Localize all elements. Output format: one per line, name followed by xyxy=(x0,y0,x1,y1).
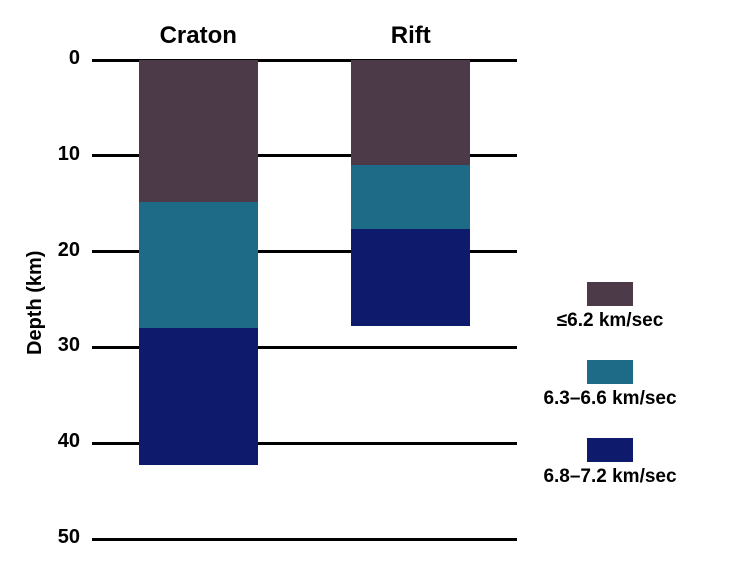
y-axis-label: Depth (km) xyxy=(24,250,47,354)
legend-label: ≤6.2 km/sec xyxy=(520,310,700,332)
legend-swatch xyxy=(587,360,633,384)
legend-swatch xyxy=(587,282,633,306)
bar-segment xyxy=(139,60,258,202)
bar-segment xyxy=(139,328,258,465)
legend-label: 6.3–6.6 km/sec xyxy=(520,388,700,410)
gridline xyxy=(92,538,517,541)
legend-swatch xyxy=(587,438,633,462)
category-label: Rift xyxy=(331,22,491,50)
ytick-label: 50 xyxy=(0,526,80,549)
ytick-label: 0 xyxy=(0,47,80,70)
bar-segment xyxy=(139,202,258,328)
legend-label: 6.8–7.2 km/sec xyxy=(520,466,700,488)
bar-segment xyxy=(351,60,470,165)
ytick-label: 10 xyxy=(0,143,80,166)
chart-stage: 01020304050Depth (km)CratonRift≤6.2 km/s… xyxy=(0,0,737,579)
bar-segment xyxy=(351,229,470,327)
ytick-label: 40 xyxy=(0,430,80,453)
category-label: Craton xyxy=(118,22,278,50)
bar-segment xyxy=(351,165,470,228)
